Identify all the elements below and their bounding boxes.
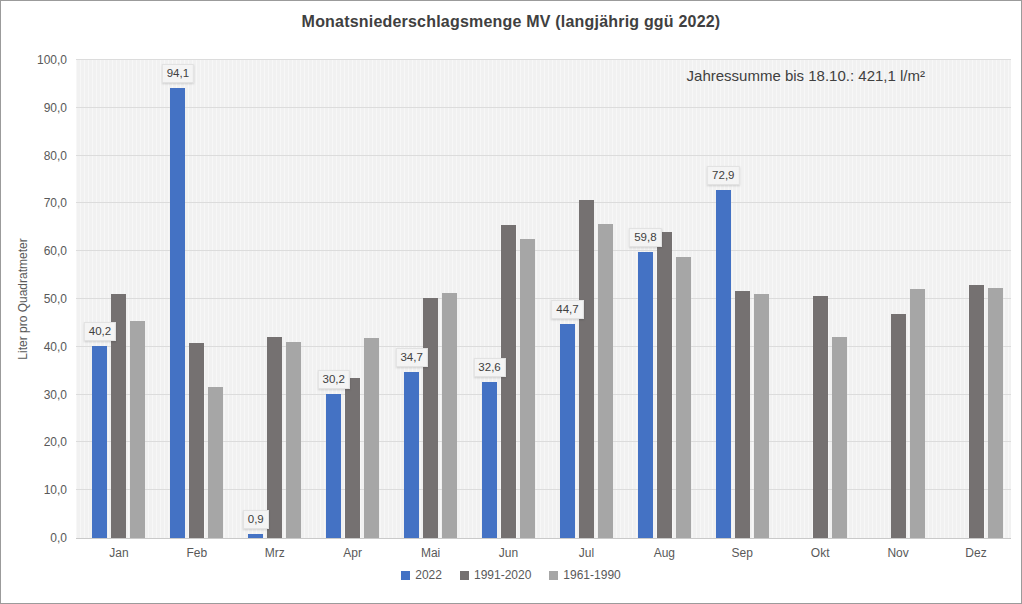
legend-item-1991-2020: 1991-2020 bbox=[460, 568, 531, 582]
bar-2022-Mrz bbox=[248, 534, 263, 538]
data-label-2022-Aug: 59,8 bbox=[629, 228, 661, 247]
x-tick-label: Okt bbox=[811, 546, 830, 560]
bar-1961-1990-Sep bbox=[754, 294, 769, 538]
bar-1961-1990-Jun bbox=[520, 239, 535, 538]
bar-2022-Sep bbox=[716, 190, 731, 538]
plot-area: Jahressumme bis 18.10.: 421,1 l/m² 40,2 9… bbox=[76, 60, 1011, 539]
bar-1991-2020-Aug bbox=[657, 232, 672, 538]
data-label-2022-Jun: 32,6 bbox=[473, 358, 505, 377]
bar-1991-2020-Nov bbox=[891, 314, 906, 538]
x-tick-label: Jul bbox=[579, 546, 594, 560]
gridline bbox=[76, 298, 1011, 299]
y-tick-label: 30,0 bbox=[1, 388, 67, 402]
bar-1991-2020-Mai bbox=[423, 298, 438, 538]
bar-2022-Jun bbox=[482, 382, 497, 538]
x-tick-label: Jun bbox=[499, 546, 518, 560]
data-label-2022-Jul: 44,7 bbox=[551, 300, 583, 319]
precipitation-chart: Monatsniederschlagsmenge MV (langjährig … bbox=[0, 0, 1022, 604]
bar-1991-2020-Apr bbox=[345, 378, 360, 538]
x-tick-label: Mai bbox=[421, 546, 440, 560]
bar-2022-Aug bbox=[638, 252, 653, 538]
y-tick-label: 70,0 bbox=[1, 196, 67, 210]
bar-1961-1990-Apr bbox=[364, 338, 379, 538]
bar-1991-2020-Sep bbox=[735, 291, 750, 538]
legend-marker-icon bbox=[460, 571, 469, 580]
x-tick-label: Nov bbox=[887, 546, 908, 560]
data-label-2022-Sep: 72,9 bbox=[707, 166, 739, 185]
legend-label: 2022 bbox=[415, 568, 442, 582]
legend-item-1961-1990: 1961-1990 bbox=[549, 568, 620, 582]
bar-2022-Mai bbox=[404, 372, 419, 538]
y-tick-label: 0,0 bbox=[1, 531, 67, 545]
legend-marker-icon bbox=[401, 571, 410, 580]
chart-title: Monatsniederschlagsmenge MV (langjährig … bbox=[1, 13, 1021, 31]
bar-1961-1990-Mai bbox=[442, 293, 457, 538]
legend-item-2022: 2022 bbox=[401, 568, 442, 582]
y-tick-label: 90,0 bbox=[1, 101, 67, 115]
y-tick-label: 50,0 bbox=[1, 292, 67, 306]
bar-2022-Jul bbox=[560, 324, 575, 538]
bar-1991-2020-Jun bbox=[501, 225, 516, 538]
bar-2022-Feb bbox=[170, 88, 185, 538]
legend-label: 1991-2020 bbox=[474, 568, 531, 582]
y-tick-label: 80,0 bbox=[1, 149, 67, 163]
y-tick-label: 20,0 bbox=[1, 435, 67, 449]
bar-2022-Jan bbox=[92, 346, 107, 538]
data-label-2022-Apr: 30,2 bbox=[318, 370, 350, 389]
gridline bbox=[76, 202, 1011, 203]
bar-1991-2020-Okt bbox=[813, 296, 828, 538]
bar-2022-Apr bbox=[326, 394, 341, 538]
x-tick-label: Aug bbox=[654, 546, 675, 560]
bar-1961-1990-Okt bbox=[832, 337, 847, 538]
y-tick-label: 60,0 bbox=[1, 244, 67, 258]
data-label-2022-Jan: 40,2 bbox=[84, 322, 116, 341]
gridline bbox=[76, 250, 1011, 251]
bar-1961-1990-Aug bbox=[676, 257, 691, 538]
gridline bbox=[76, 155, 1011, 156]
data-label-2022-Mai: 34,7 bbox=[395, 348, 427, 367]
y-tick-label: 100,0 bbox=[1, 53, 67, 67]
data-label-2022-Mrz: 0,9 bbox=[243, 510, 269, 529]
legend-label: 1961-1990 bbox=[563, 568, 620, 582]
bar-1961-1990-Jan bbox=[130, 321, 145, 538]
bar-1961-1990-Nov bbox=[910, 289, 925, 538]
bar-1961-1990-Dez bbox=[988, 288, 1003, 538]
x-tick-label: Jan bbox=[109, 546, 128, 560]
bar-1961-1990-Jul bbox=[598, 224, 613, 538]
y-tick-label: 40,0 bbox=[1, 340, 67, 354]
bar-1961-1990-Feb bbox=[208, 387, 223, 538]
gridline bbox=[76, 107, 1011, 108]
bar-1991-2020-Mrz bbox=[267, 337, 282, 538]
x-tick-label: Apr bbox=[343, 546, 362, 560]
x-tick-label: Feb bbox=[187, 546, 208, 560]
annual-sum-annotation: Jahressumme bis 18.10.: 421,1 l/m² bbox=[687, 67, 925, 84]
y-tick-label: 10,0 bbox=[1, 483, 67, 497]
gridline bbox=[76, 59, 1011, 60]
bar-1991-2020-Jul bbox=[579, 200, 594, 538]
legend: 2022 1991-2020 1961-1990 bbox=[1, 568, 1021, 582]
bar-1991-2020-Feb bbox=[189, 343, 204, 538]
bar-1991-2020-Dez bbox=[969, 285, 984, 538]
x-tick-label: Dez bbox=[965, 546, 986, 560]
gridline bbox=[76, 346, 1011, 347]
legend-marker-icon bbox=[549, 571, 558, 580]
bar-1961-1990-Mrz bbox=[286, 342, 301, 538]
x-tick-label: Sep bbox=[732, 546, 753, 560]
x-tick-label: Mrz bbox=[265, 546, 285, 560]
data-label-2022-Feb: 94,1 bbox=[162, 64, 194, 83]
